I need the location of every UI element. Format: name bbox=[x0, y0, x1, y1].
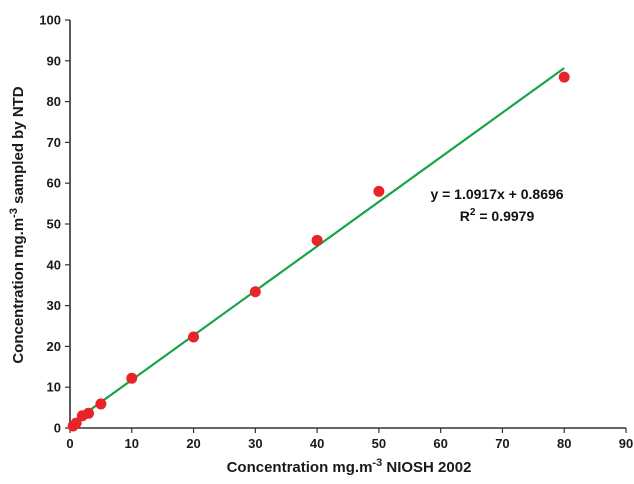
data-point bbox=[311, 234, 323, 246]
trendline-equation: y = 1.0917x + 0.8696 bbox=[430, 186, 563, 202]
trendline-group bbox=[69, 67, 565, 426]
data-points bbox=[67, 71, 570, 432]
y-tick-label: 100 bbox=[39, 13, 61, 28]
y-tick-label: 50 bbox=[47, 217, 61, 232]
ticks: 0 10 20 30 40 50 60 70 80 90 0 10 20 30 40 50 60 70 80 90 10… bbox=[39, 13, 633, 452]
x-tick-label: 90 bbox=[619, 436, 633, 451]
x-tick-label: 30 bbox=[248, 436, 262, 451]
y-tick-label: 80 bbox=[47, 94, 61, 109]
y-tick-label: 30 bbox=[47, 298, 61, 313]
x-tick-label: 70 bbox=[495, 436, 509, 451]
y-tick-label: 10 bbox=[47, 380, 61, 395]
data-point bbox=[95, 398, 107, 410]
y-axis-title: Concentration mg.m-3 sampled by NTD bbox=[8, 86, 27, 363]
y-tick-label: 0 bbox=[54, 421, 61, 436]
x-tick-label: 20 bbox=[186, 436, 200, 451]
data-point bbox=[188, 331, 200, 343]
data-point bbox=[558, 71, 570, 83]
y-tick-label: 70 bbox=[47, 135, 61, 150]
r-squared-label: R2 = 0.9979 bbox=[460, 207, 535, 224]
y-tick-label: 20 bbox=[47, 339, 61, 354]
y-tick-label: 60 bbox=[47, 176, 61, 191]
x-tick-label: 0 bbox=[66, 436, 73, 451]
trendline bbox=[69, 67, 565, 426]
data-point bbox=[126, 372, 138, 384]
x-tick-label: 50 bbox=[372, 436, 386, 451]
data-point bbox=[373, 185, 385, 197]
data-point bbox=[249, 286, 261, 298]
x-tick-label: 60 bbox=[433, 436, 447, 451]
data-point bbox=[83, 407, 95, 419]
y-tick-label: 90 bbox=[47, 53, 61, 68]
x-axis-title: Concentration mg.m-3 NIOSH 2002 bbox=[227, 457, 472, 476]
x-tick-label: 80 bbox=[557, 436, 571, 451]
y-tick-label: 40 bbox=[47, 257, 61, 272]
data-point bbox=[70, 417, 82, 429]
x-tick-label: 10 bbox=[125, 436, 139, 451]
x-tick-label: 40 bbox=[310, 436, 324, 451]
